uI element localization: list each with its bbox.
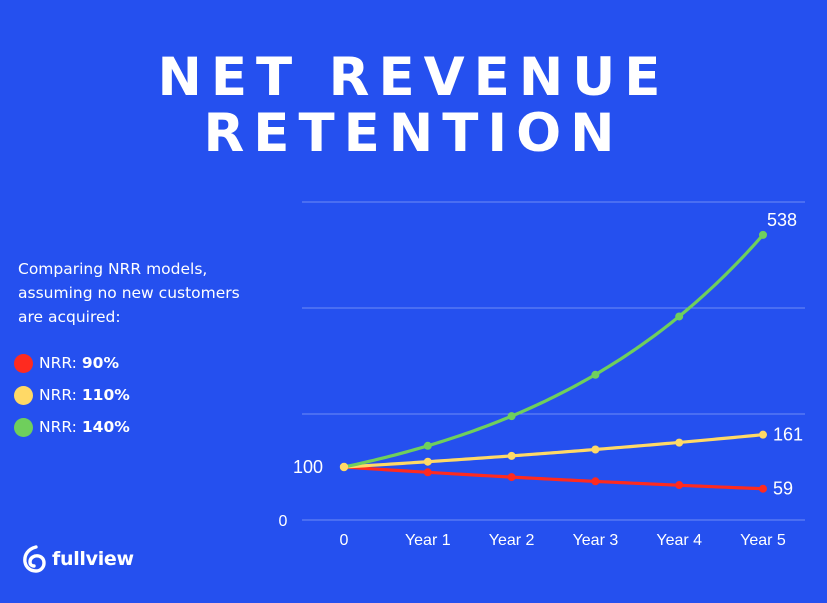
fullview-logo-icon bbox=[23, 545, 46, 573]
data-point bbox=[675, 481, 684, 490]
data-point bbox=[507, 412, 516, 421]
data-point bbox=[507, 473, 516, 482]
data-point bbox=[675, 438, 684, 447]
x-tick-label: 0 bbox=[340, 532, 349, 549]
legend-prefix: NRR: bbox=[39, 386, 77, 404]
series-line bbox=[342, 433, 765, 469]
data-point bbox=[423, 457, 432, 466]
y-tick-label: 100 bbox=[293, 457, 323, 477]
data-point bbox=[507, 451, 516, 460]
legend-dot-red bbox=[14, 353, 33, 373]
x-tick-label: Year 2 bbox=[489, 532, 535, 549]
data-point bbox=[675, 312, 684, 321]
legend: NRR: 90% NRR: 110% NRR: 140% bbox=[14, 347, 130, 443]
legend-item-110: NRR: 110% bbox=[14, 379, 130, 411]
brand-name: fullview bbox=[52, 548, 134, 570]
x-tick-label: Year 1 bbox=[405, 532, 451, 549]
page-title: NET REVENUE RETENTION bbox=[0, 50, 827, 162]
data-point bbox=[591, 477, 600, 486]
series-line bbox=[342, 233, 765, 469]
end-value-label: 59 bbox=[773, 479, 793, 499]
legend-prefix: NRR: bbox=[39, 354, 77, 372]
data-point bbox=[591, 370, 600, 379]
data-point bbox=[759, 484, 767, 493]
legend-item-90: NRR: 90% bbox=[14, 347, 130, 379]
chart-description: Comparing NRR models, assuming no new cu… bbox=[18, 260, 240, 326]
data-point bbox=[423, 468, 432, 477]
y-tick-label: 0 bbox=[279, 513, 288, 530]
x-tick-label: Year 4 bbox=[656, 532, 702, 549]
legend-prefix: NRR: bbox=[39, 418, 77, 436]
end-value-label: 538 bbox=[767, 210, 797, 230]
legend-value: 110% bbox=[81, 386, 130, 404]
legend-dot-yellow bbox=[14, 385, 33, 405]
x-tick-label: Year 3 bbox=[573, 532, 619, 549]
series-line bbox=[342, 465, 765, 491]
legend-value: 140% bbox=[81, 418, 130, 436]
title-line-1: NET REVENUE bbox=[157, 47, 670, 108]
x-tick-label: Year 5 bbox=[740, 532, 786, 549]
data-point bbox=[423, 441, 432, 450]
end-value-label: 161 bbox=[773, 425, 803, 445]
origin-point bbox=[339, 462, 349, 472]
data-point bbox=[591, 445, 600, 454]
legend-dot-green bbox=[14, 417, 33, 437]
title-line-2: RETENTION bbox=[203, 103, 624, 164]
legend-value: 90% bbox=[81, 354, 119, 372]
data-point bbox=[759, 230, 767, 239]
brand: fullview bbox=[22, 545, 134, 573]
data-point bbox=[759, 430, 767, 439]
legend-item-140: NRR: 140% bbox=[14, 411, 130, 443]
